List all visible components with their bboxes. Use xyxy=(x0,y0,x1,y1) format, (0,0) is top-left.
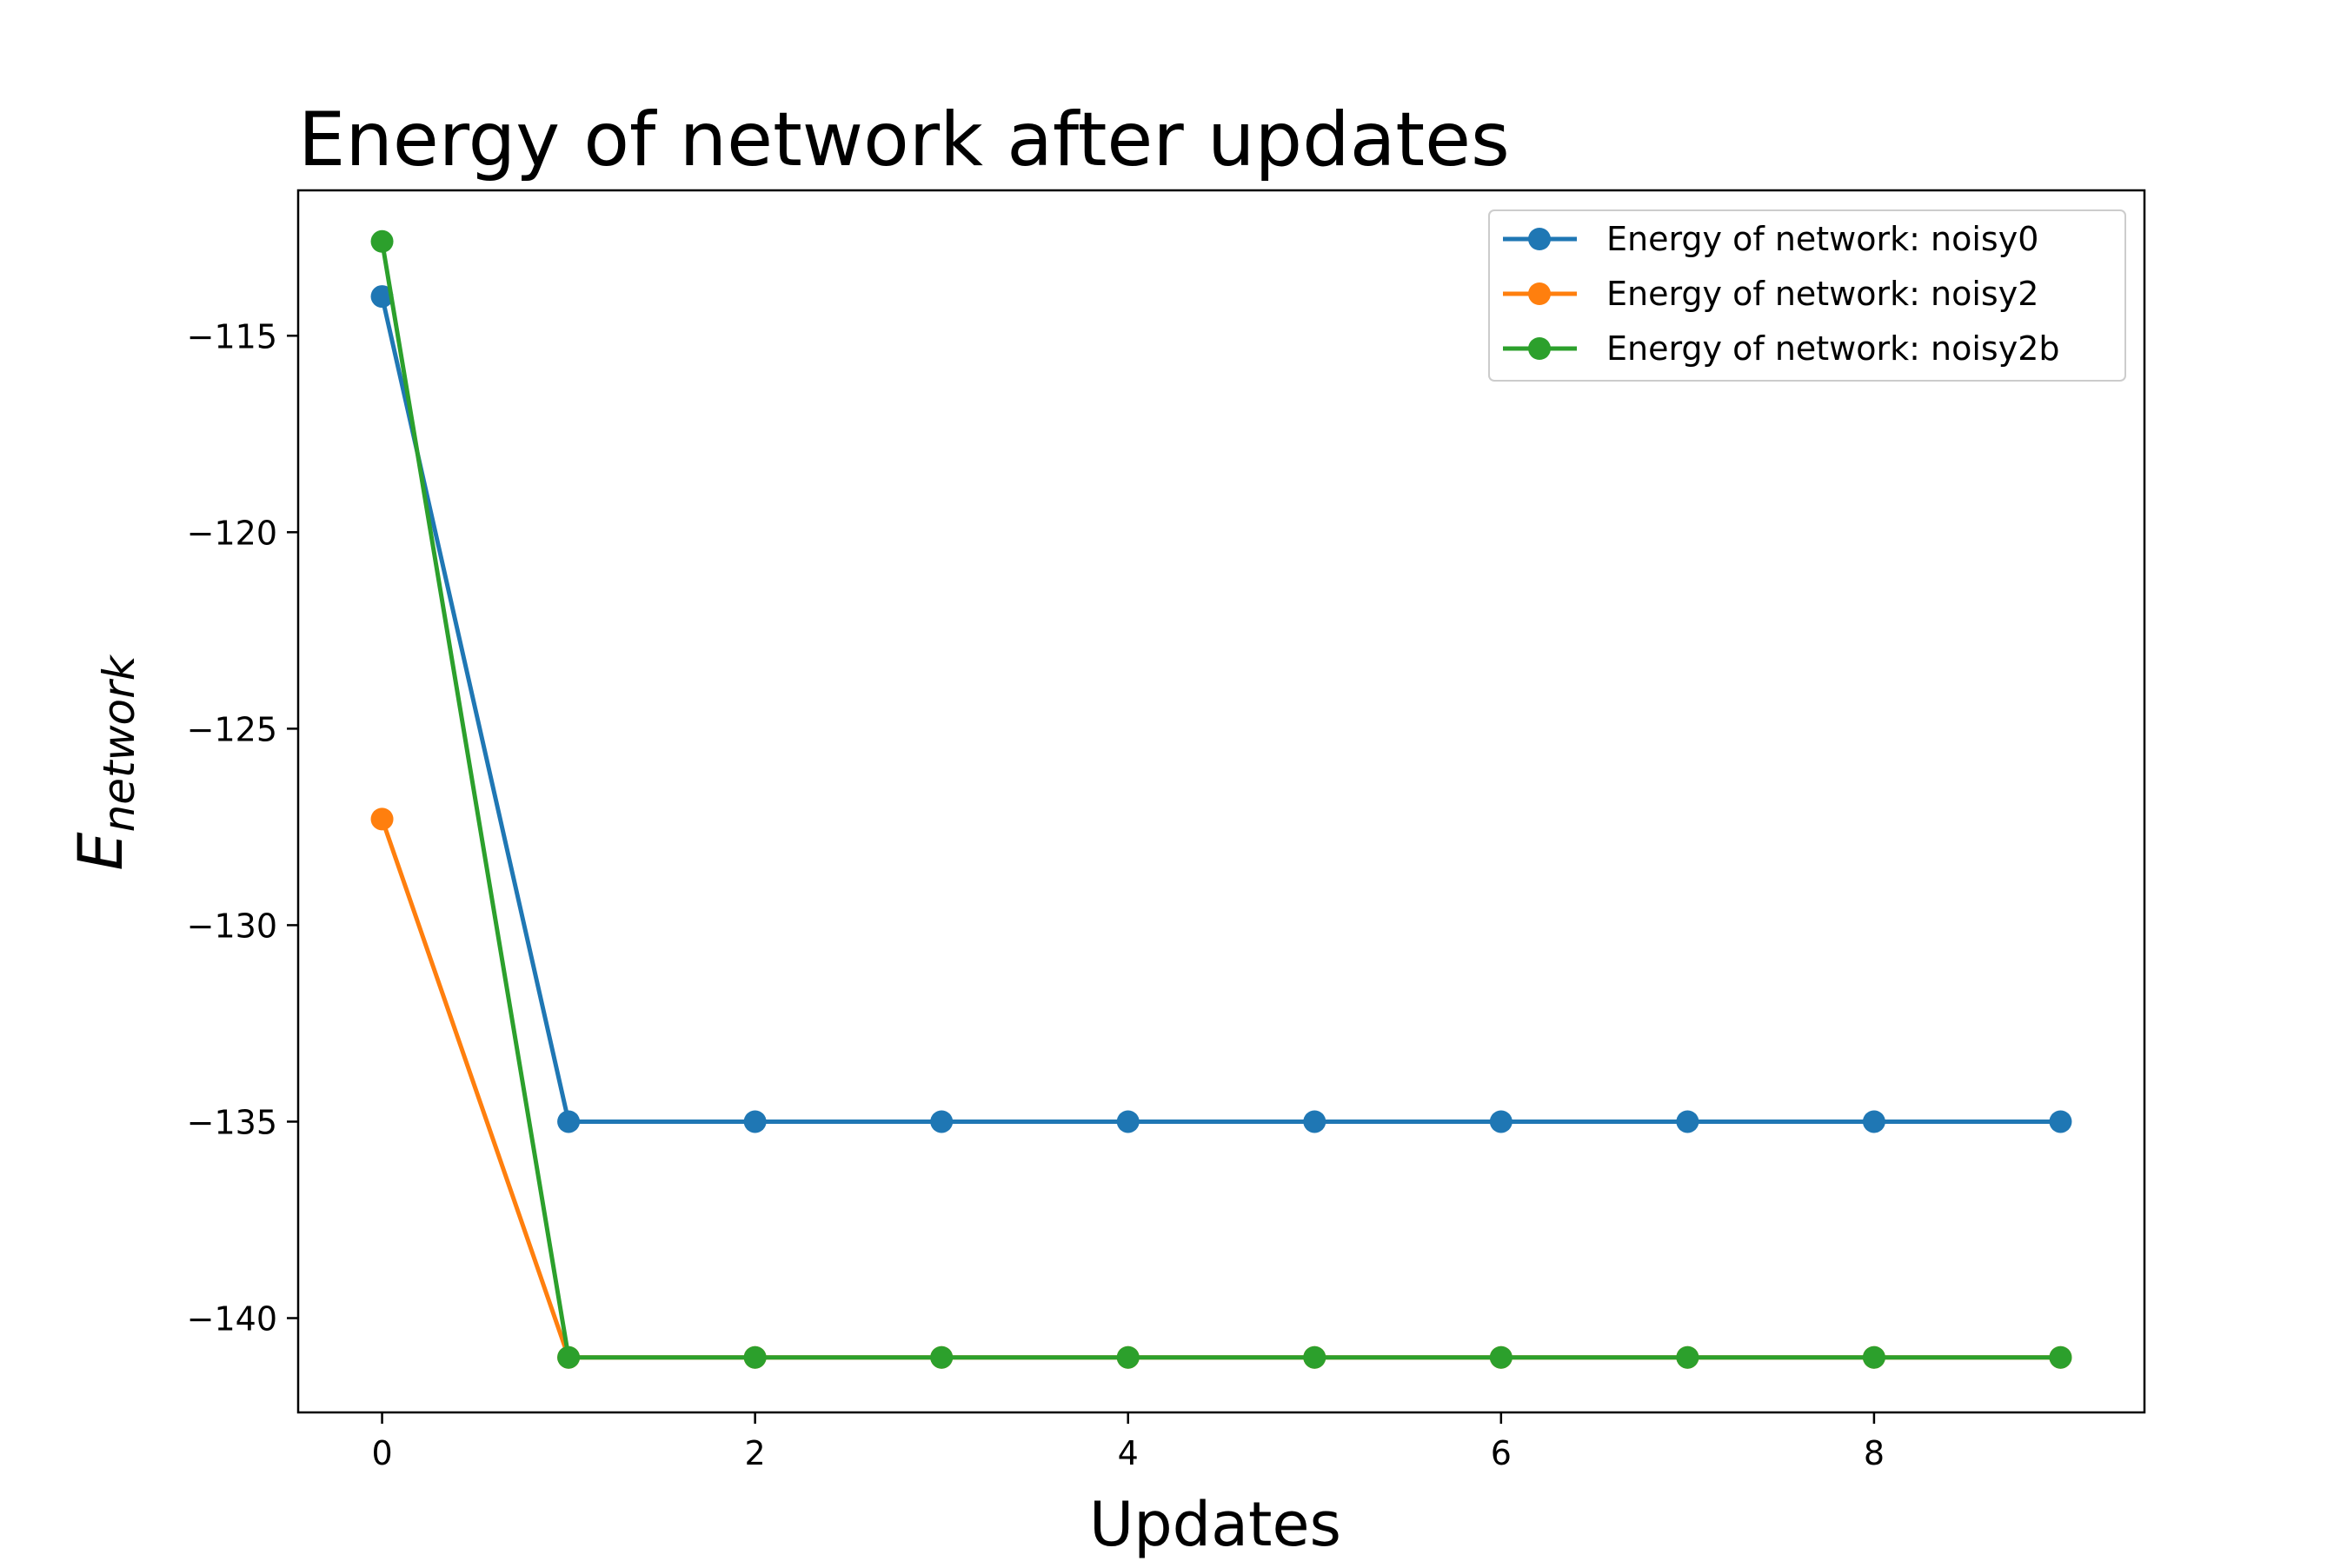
data-point xyxy=(1116,1110,1140,1133)
series-0 xyxy=(370,285,2072,1133)
x-tick-label: 2 xyxy=(745,1434,766,1472)
y-tick-label: −135 xyxy=(187,1103,277,1141)
legend-label: Energy of network: noisy0 xyxy=(1606,220,2038,258)
data-layer xyxy=(370,229,2072,1369)
data-point xyxy=(557,1345,581,1369)
y-tick-label: −120 xyxy=(187,514,277,552)
legend-swatch-marker xyxy=(1528,282,1551,305)
data-point xyxy=(1676,1345,1699,1369)
y-axis-title-subscript: network xyxy=(94,654,144,832)
legend-item: Energy of network: noisy0 xyxy=(1503,220,2038,258)
x-tick-label: 0 xyxy=(371,1434,392,1472)
series-line xyxy=(380,296,2061,1124)
legend-item: Energy of network: noisy2b xyxy=(1503,329,2060,368)
data-point xyxy=(1489,1345,1513,1369)
series-2 xyxy=(370,229,2072,1369)
y-tick-label: −140 xyxy=(187,1299,277,1338)
data-point xyxy=(1303,1110,1326,1133)
chart-title: Energy of network after updates xyxy=(298,96,1510,183)
data-point xyxy=(2049,1110,2072,1133)
data-point xyxy=(1676,1110,1699,1133)
data-point xyxy=(2049,1345,2072,1369)
y-tick-label: −130 xyxy=(187,907,277,945)
data-point xyxy=(370,229,394,253)
data-point xyxy=(743,1345,767,1369)
tick-layer: 0 2 4 6 8 −115 −120 −125 −130 −135 −140 xyxy=(187,317,1885,1472)
data-point xyxy=(1862,1345,1885,1369)
legend-swatch-marker xyxy=(1528,337,1551,360)
x-axis-title: Updates xyxy=(1089,1489,1341,1560)
data-point xyxy=(370,807,394,831)
data-point xyxy=(1862,1110,1885,1133)
data-point xyxy=(930,1345,954,1369)
plot-area-frame xyxy=(296,189,2146,1414)
data-point xyxy=(930,1110,954,1133)
legend-label: Energy of network: noisy2b xyxy=(1606,329,2060,368)
legend-label: Energy of network: noisy2 xyxy=(1606,275,2038,313)
x-tick-label: 8 xyxy=(1864,1434,1885,1472)
data-point xyxy=(557,1110,581,1133)
legend: Energy of network: noisy0 Energy of netwo… xyxy=(1488,209,2126,382)
y-tick-label: −125 xyxy=(187,710,277,748)
data-point xyxy=(370,285,394,309)
data-point xyxy=(1489,1110,1513,1133)
series-line xyxy=(380,241,2061,1360)
x-tick-label: 6 xyxy=(1491,1434,1512,1472)
data-point xyxy=(1303,1345,1326,1369)
legend-box xyxy=(1488,209,2126,382)
y-axis-title-main: E xyxy=(65,832,136,871)
y-tick-label: −115 xyxy=(187,317,277,355)
data-point xyxy=(1116,1345,1140,1369)
legend-item: Energy of network: noisy2 xyxy=(1503,275,2038,313)
x-tick-label: 4 xyxy=(1118,1434,1139,1472)
y-axis-title: Enetwork xyxy=(65,654,144,870)
legend-swatch-marker xyxy=(1528,228,1551,250)
data-point xyxy=(743,1110,767,1133)
